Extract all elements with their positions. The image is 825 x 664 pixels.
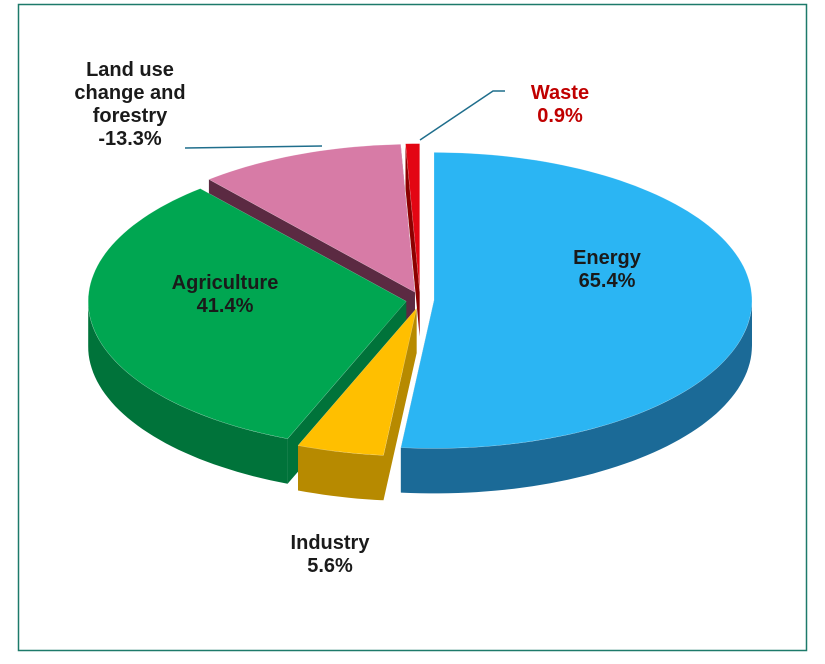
slice [405,143,420,292]
slice [297,308,417,456]
value-label: 41.4% [196,295,254,317]
category-name: Energy [573,247,641,269]
slice-label: Land use change and forestry -13.3% [60,59,200,151]
frame [17,3,808,652]
slice-side [88,301,288,484]
value-label: 0.9% [537,105,583,127]
category-name: Industry [290,532,370,554]
slice-side [298,445,384,501]
slice [400,152,753,449]
slice-label: Agriculture 41.4% [145,272,305,318]
slice [87,188,407,439]
value-label: -13.3% [98,128,162,150]
slice-label: Industry 5.6% [250,532,410,578]
leader-line [184,145,323,149]
category-name: Agriculture [171,272,279,294]
slice [208,144,416,293]
leader-line [419,90,505,141]
category-name: Waste [530,82,590,104]
slice-label: Waste 0.9% [500,82,620,128]
value-label: 5.6% [307,555,353,577]
slice-side [400,300,752,494]
category-name: Land use change and forestry [74,59,186,127]
slice-wall [405,143,420,337]
value-label: 65.4% [578,270,636,292]
slice-label: Energy 65.4% [527,247,687,293]
